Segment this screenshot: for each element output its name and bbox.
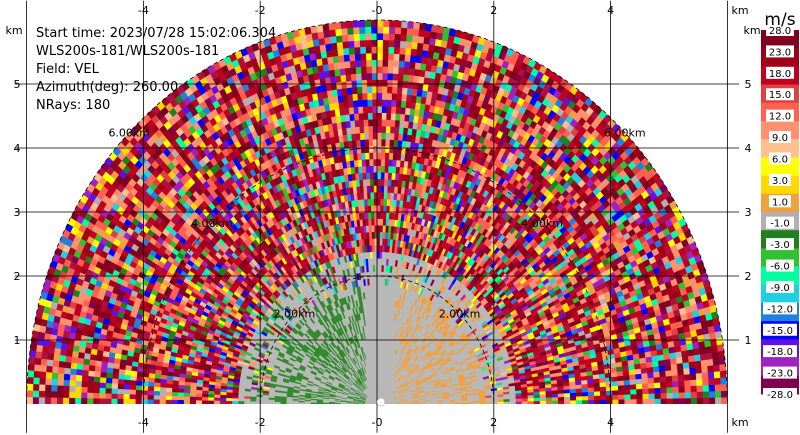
velocity-cell (371, 244, 375, 253)
velocity-cell (255, 399, 263, 403)
velocity-cell (292, 402, 299, 404)
velocity-cell (539, 394, 547, 398)
velocity-cell (274, 399, 281, 403)
velocity-cell (382, 225, 386, 233)
velocity-cell (385, 225, 389, 233)
velocity-cell (213, 391, 221, 396)
velocity-cell (503, 401, 511, 404)
velocity-cell (379, 251, 383, 259)
velocity-cell (322, 402, 329, 404)
velocity-cell (249, 398, 257, 402)
velocity-cell (231, 395, 239, 399)
velocity-cell (340, 403, 347, 404)
velocity-cell (491, 401, 499, 404)
velocity-cell (334, 402, 341, 404)
velocity-cell (262, 399, 269, 403)
velocity-cell (527, 400, 535, 404)
velocity-cell (379, 225, 383, 233)
velocity-cell (243, 401, 251, 404)
velocity-cell (539, 397, 547, 402)
velocity-cell (249, 401, 257, 404)
velocity-cell (376, 218, 381, 226)
velocity-cell (539, 400, 547, 404)
velocity-cell (298, 402, 305, 404)
velocity-cell (378, 271, 382, 279)
velocity-cell (479, 401, 486, 404)
velocity-cell (378, 284, 382, 292)
velocity-cell (509, 398, 517, 402)
velocity-cell (381, 238, 386, 246)
velocity-cell (225, 398, 233, 402)
velocity-cell (503, 398, 511, 402)
velocity-cell (527, 397, 535, 402)
velocity-cell (515, 401, 523, 404)
velocity-cells (26, 19, 728, 404)
velocity-cell (346, 403, 354, 404)
velocity-cell (382, 231, 386, 239)
velocity-cell (367, 218, 372, 226)
velocity-cell (515, 398, 523, 402)
velocity-cell (268, 399, 275, 403)
velocity-cell (379, 218, 384, 226)
velocity-cell (219, 391, 227, 396)
velocity-cell (379, 231, 383, 239)
velocity-cell (385, 218, 390, 226)
velocity-cell (255, 401, 263, 404)
velocity-cell (370, 218, 375, 226)
velocity-cell (286, 402, 293, 404)
velocity-cell (316, 402, 323, 404)
velocity-cell (225, 395, 233, 399)
velocity-cell (268, 401, 275, 404)
velocity-cell (381, 244, 385, 253)
velocity-cell (219, 397, 227, 402)
velocity-cell (374, 231, 378, 239)
velocity-cell (371, 225, 375, 233)
velocity-cell (237, 398, 245, 402)
velocity-cell (373, 225, 378, 233)
velocity-cell (243, 396, 251, 400)
velocity-cell (310, 402, 317, 404)
velocity-cell (213, 400, 221, 404)
velocity-cell (328, 402, 335, 404)
velocity-cell (213, 394, 221, 399)
velocity-cell (381, 251, 385, 259)
velocity-cell (533, 394, 541, 399)
velocity-cell (304, 402, 311, 404)
velocity-cell (379, 258, 382, 266)
velocity-cell (274, 401, 281, 404)
velocity-cell (521, 398, 529, 402)
velocity-cell (378, 278, 382, 286)
velocity-cell (509, 401, 517, 404)
velocity-cell (376, 231, 380, 239)
velocity-cell (382, 218, 387, 226)
velocity-cell (378, 264, 382, 272)
velocity-cell (250, 396, 257, 400)
velocity-cell (373, 218, 378, 226)
velocity-cell (381, 258, 385, 266)
velocity-cell (237, 401, 245, 404)
velocity-cell (379, 244, 383, 253)
velocity-cell (371, 251, 375, 259)
velocity-cell (379, 238, 383, 246)
velocity-cell (231, 401, 239, 404)
velocity-cell (533, 397, 541, 402)
velocity-cell (371, 231, 375, 239)
velocity-cell (262, 401, 269, 404)
velocity-cell (280, 401, 287, 404)
velocity-cell (376, 225, 381, 233)
velocity-cell (485, 401, 492, 404)
velocity-cell (237, 395, 245, 400)
velocity-cell (225, 400, 233, 404)
velocity-cell (231, 398, 239, 402)
velocity-cell (521, 400, 529, 404)
velocity-cell (213, 397, 221, 402)
velocity-cell (497, 401, 505, 404)
velocity-cell (243, 398, 251, 402)
velocity-cell (533, 400, 541, 404)
velocity-cell (219, 400, 227, 404)
velocity-cell (371, 238, 375, 246)
velocity-cell (219, 394, 227, 399)
